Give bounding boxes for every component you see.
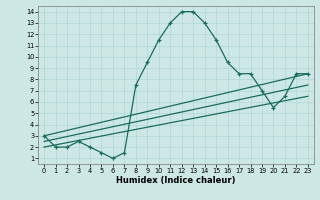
X-axis label: Humidex (Indice chaleur): Humidex (Indice chaleur) xyxy=(116,176,236,185)
